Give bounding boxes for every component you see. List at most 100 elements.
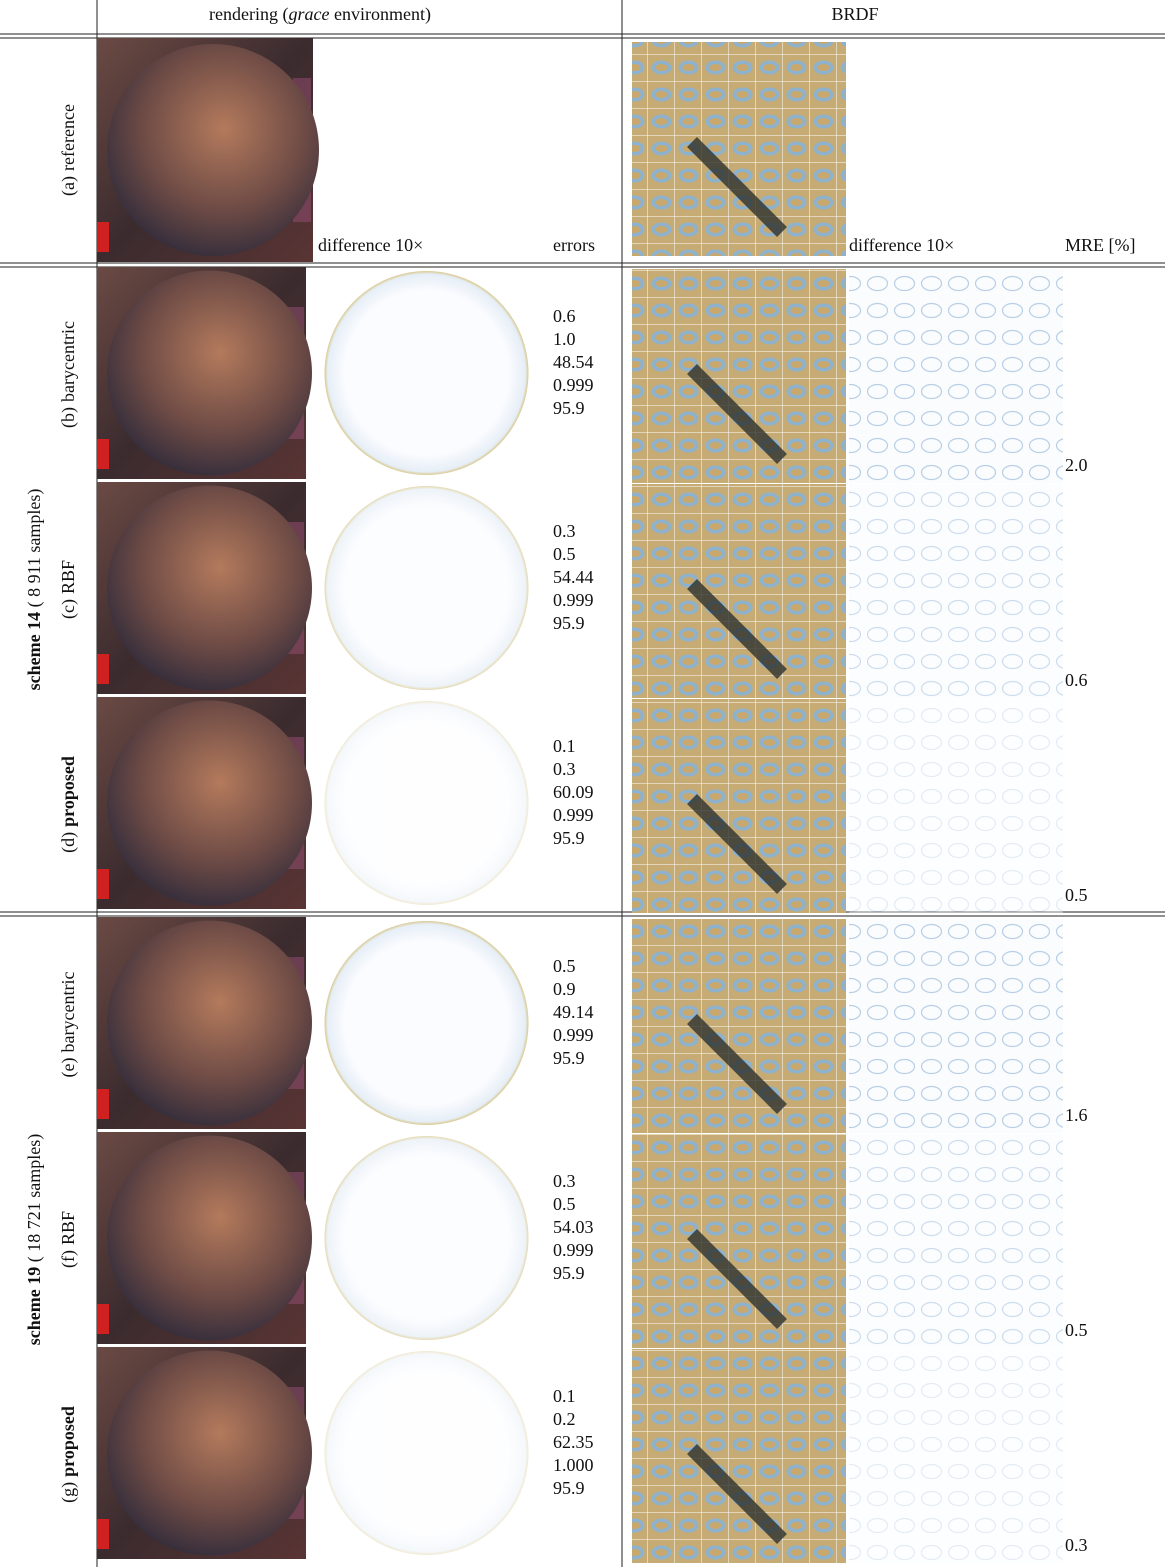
env-light xyxy=(97,439,109,469)
row-label: (a) reference xyxy=(58,104,79,196)
row-method: proposed xyxy=(58,756,78,827)
mre-value: 0.5 xyxy=(1065,885,1088,905)
header-text: rendering ( xyxy=(209,4,288,25)
error-value: 54.03 xyxy=(553,1217,594,1237)
error-value: 95.9 xyxy=(553,1048,585,1068)
scheme-samples: ( 8 911 samples) xyxy=(24,489,45,612)
difference-image xyxy=(325,1351,529,1555)
difference-image xyxy=(325,271,529,475)
row-label: (c) RBF xyxy=(58,560,79,619)
error-value: 0.3 xyxy=(553,521,576,541)
env-light xyxy=(97,1519,109,1549)
error-value: 1.0 xyxy=(553,329,576,349)
row-method: proposed xyxy=(58,1406,78,1477)
error-value: 0.3 xyxy=(553,1171,576,1191)
scheme-name: scheme 19 xyxy=(24,1267,44,1345)
brdf-image xyxy=(632,42,846,256)
subheader: difference 10× xyxy=(849,235,954,255)
error-value: 95.9 xyxy=(553,1478,585,1498)
sphere xyxy=(107,1351,312,1556)
sphere xyxy=(107,271,312,476)
error-value: 54.44 xyxy=(553,567,594,587)
error-value: 48.54 xyxy=(553,352,594,372)
brdf-image xyxy=(632,699,846,913)
row-method: barycentric xyxy=(58,321,78,402)
error-value: 1.000 xyxy=(553,1455,594,1475)
header-text: environment) xyxy=(329,4,430,25)
row-method: barycentric xyxy=(58,972,78,1053)
error-value: 0.1 xyxy=(553,736,576,756)
figure: rendering (grace environment) BRDF (a) refe… xyxy=(0,0,1165,1567)
scheme-name: scheme 14 xyxy=(24,612,44,690)
row-letter: (a) xyxy=(58,176,79,196)
error-value: 0.1 xyxy=(553,1386,576,1406)
row-letter: (g) xyxy=(58,1482,79,1503)
brdf-image xyxy=(632,1349,846,1563)
row-letter: (f) xyxy=(58,1250,79,1268)
mre-value: 0.3 xyxy=(1065,1535,1088,1555)
error-value: 0.5 xyxy=(553,1194,576,1214)
mre-value: 1.6 xyxy=(1065,1105,1088,1125)
brdf-image xyxy=(632,269,846,483)
error-value: 95.9 xyxy=(553,613,585,633)
row-label: (b) barycentric xyxy=(58,321,79,428)
difference-image xyxy=(325,486,529,690)
error-value: 62.35 xyxy=(553,1432,594,1452)
env-light xyxy=(97,1089,109,1119)
row-method: RBF xyxy=(58,1211,78,1245)
error-value: 0.999 xyxy=(553,1240,594,1260)
error-value: 0.999 xyxy=(553,1025,594,1045)
brdf-difference-image xyxy=(849,1134,1063,1348)
subheader: errors xyxy=(553,235,595,255)
error-value: 95.9 xyxy=(553,398,585,418)
error-value: 60.09 xyxy=(553,782,594,802)
brdf-difference-image xyxy=(849,1349,1063,1563)
row-letter: (d) xyxy=(58,832,79,853)
brdf-difference-image xyxy=(849,484,1063,698)
sphere xyxy=(107,921,312,1126)
brdf-image xyxy=(632,1134,846,1348)
sphere xyxy=(107,701,312,906)
error-value: 0.999 xyxy=(553,805,594,825)
difference-image xyxy=(325,1136,529,1340)
sphere xyxy=(107,486,312,691)
env-light xyxy=(97,869,109,899)
sphere xyxy=(107,1136,312,1341)
header-env: grace xyxy=(289,4,330,24)
env-light xyxy=(97,222,109,252)
subheader: difference 10× xyxy=(318,235,423,255)
brdf-image xyxy=(632,484,846,698)
mre-value: 0.5 xyxy=(1065,1320,1088,1340)
header-rendering: rendering (grace environment) xyxy=(209,4,431,25)
group-label: scheme 14 ( 8 911 samples) xyxy=(24,489,45,691)
error-value: 0.6 xyxy=(553,306,576,326)
error-value: 95.9 xyxy=(553,828,585,848)
env-light xyxy=(97,654,109,684)
row-label: (g) proposed xyxy=(58,1406,79,1503)
brdf-difference-image xyxy=(849,919,1063,1133)
scheme-samples: ( 18 721 samples) xyxy=(24,1134,45,1267)
row-label: (e)barycentric xyxy=(58,972,79,1078)
row-letter: (b) xyxy=(58,407,79,428)
error-value: 0.999 xyxy=(553,375,594,395)
error-value: 0.999 xyxy=(553,590,594,610)
error-value: 49.14 xyxy=(553,1002,594,1022)
brdf-image xyxy=(632,919,846,1133)
error-value: 95.9 xyxy=(553,1263,585,1283)
row-letter: (c) xyxy=(58,599,79,619)
env-light xyxy=(97,1304,109,1334)
header-brdf: BRDF xyxy=(831,4,878,24)
mre-value: 2.0 xyxy=(1065,455,1088,475)
error-value: 0.5 xyxy=(553,544,576,564)
difference-image xyxy=(325,701,529,905)
error-value: 0.9 xyxy=(553,979,576,999)
brdf-difference-image xyxy=(849,699,1063,913)
row-method: reference xyxy=(58,104,78,171)
difference-image xyxy=(325,921,529,1125)
row-method: RBF xyxy=(58,560,78,594)
row-label: (f) RBF xyxy=(58,1211,79,1268)
subheader: MRE [%] xyxy=(1065,235,1136,255)
error-value: 0.3 xyxy=(553,759,576,779)
error-value: 0.5 xyxy=(553,956,576,976)
mre-value: 0.6 xyxy=(1065,670,1088,690)
